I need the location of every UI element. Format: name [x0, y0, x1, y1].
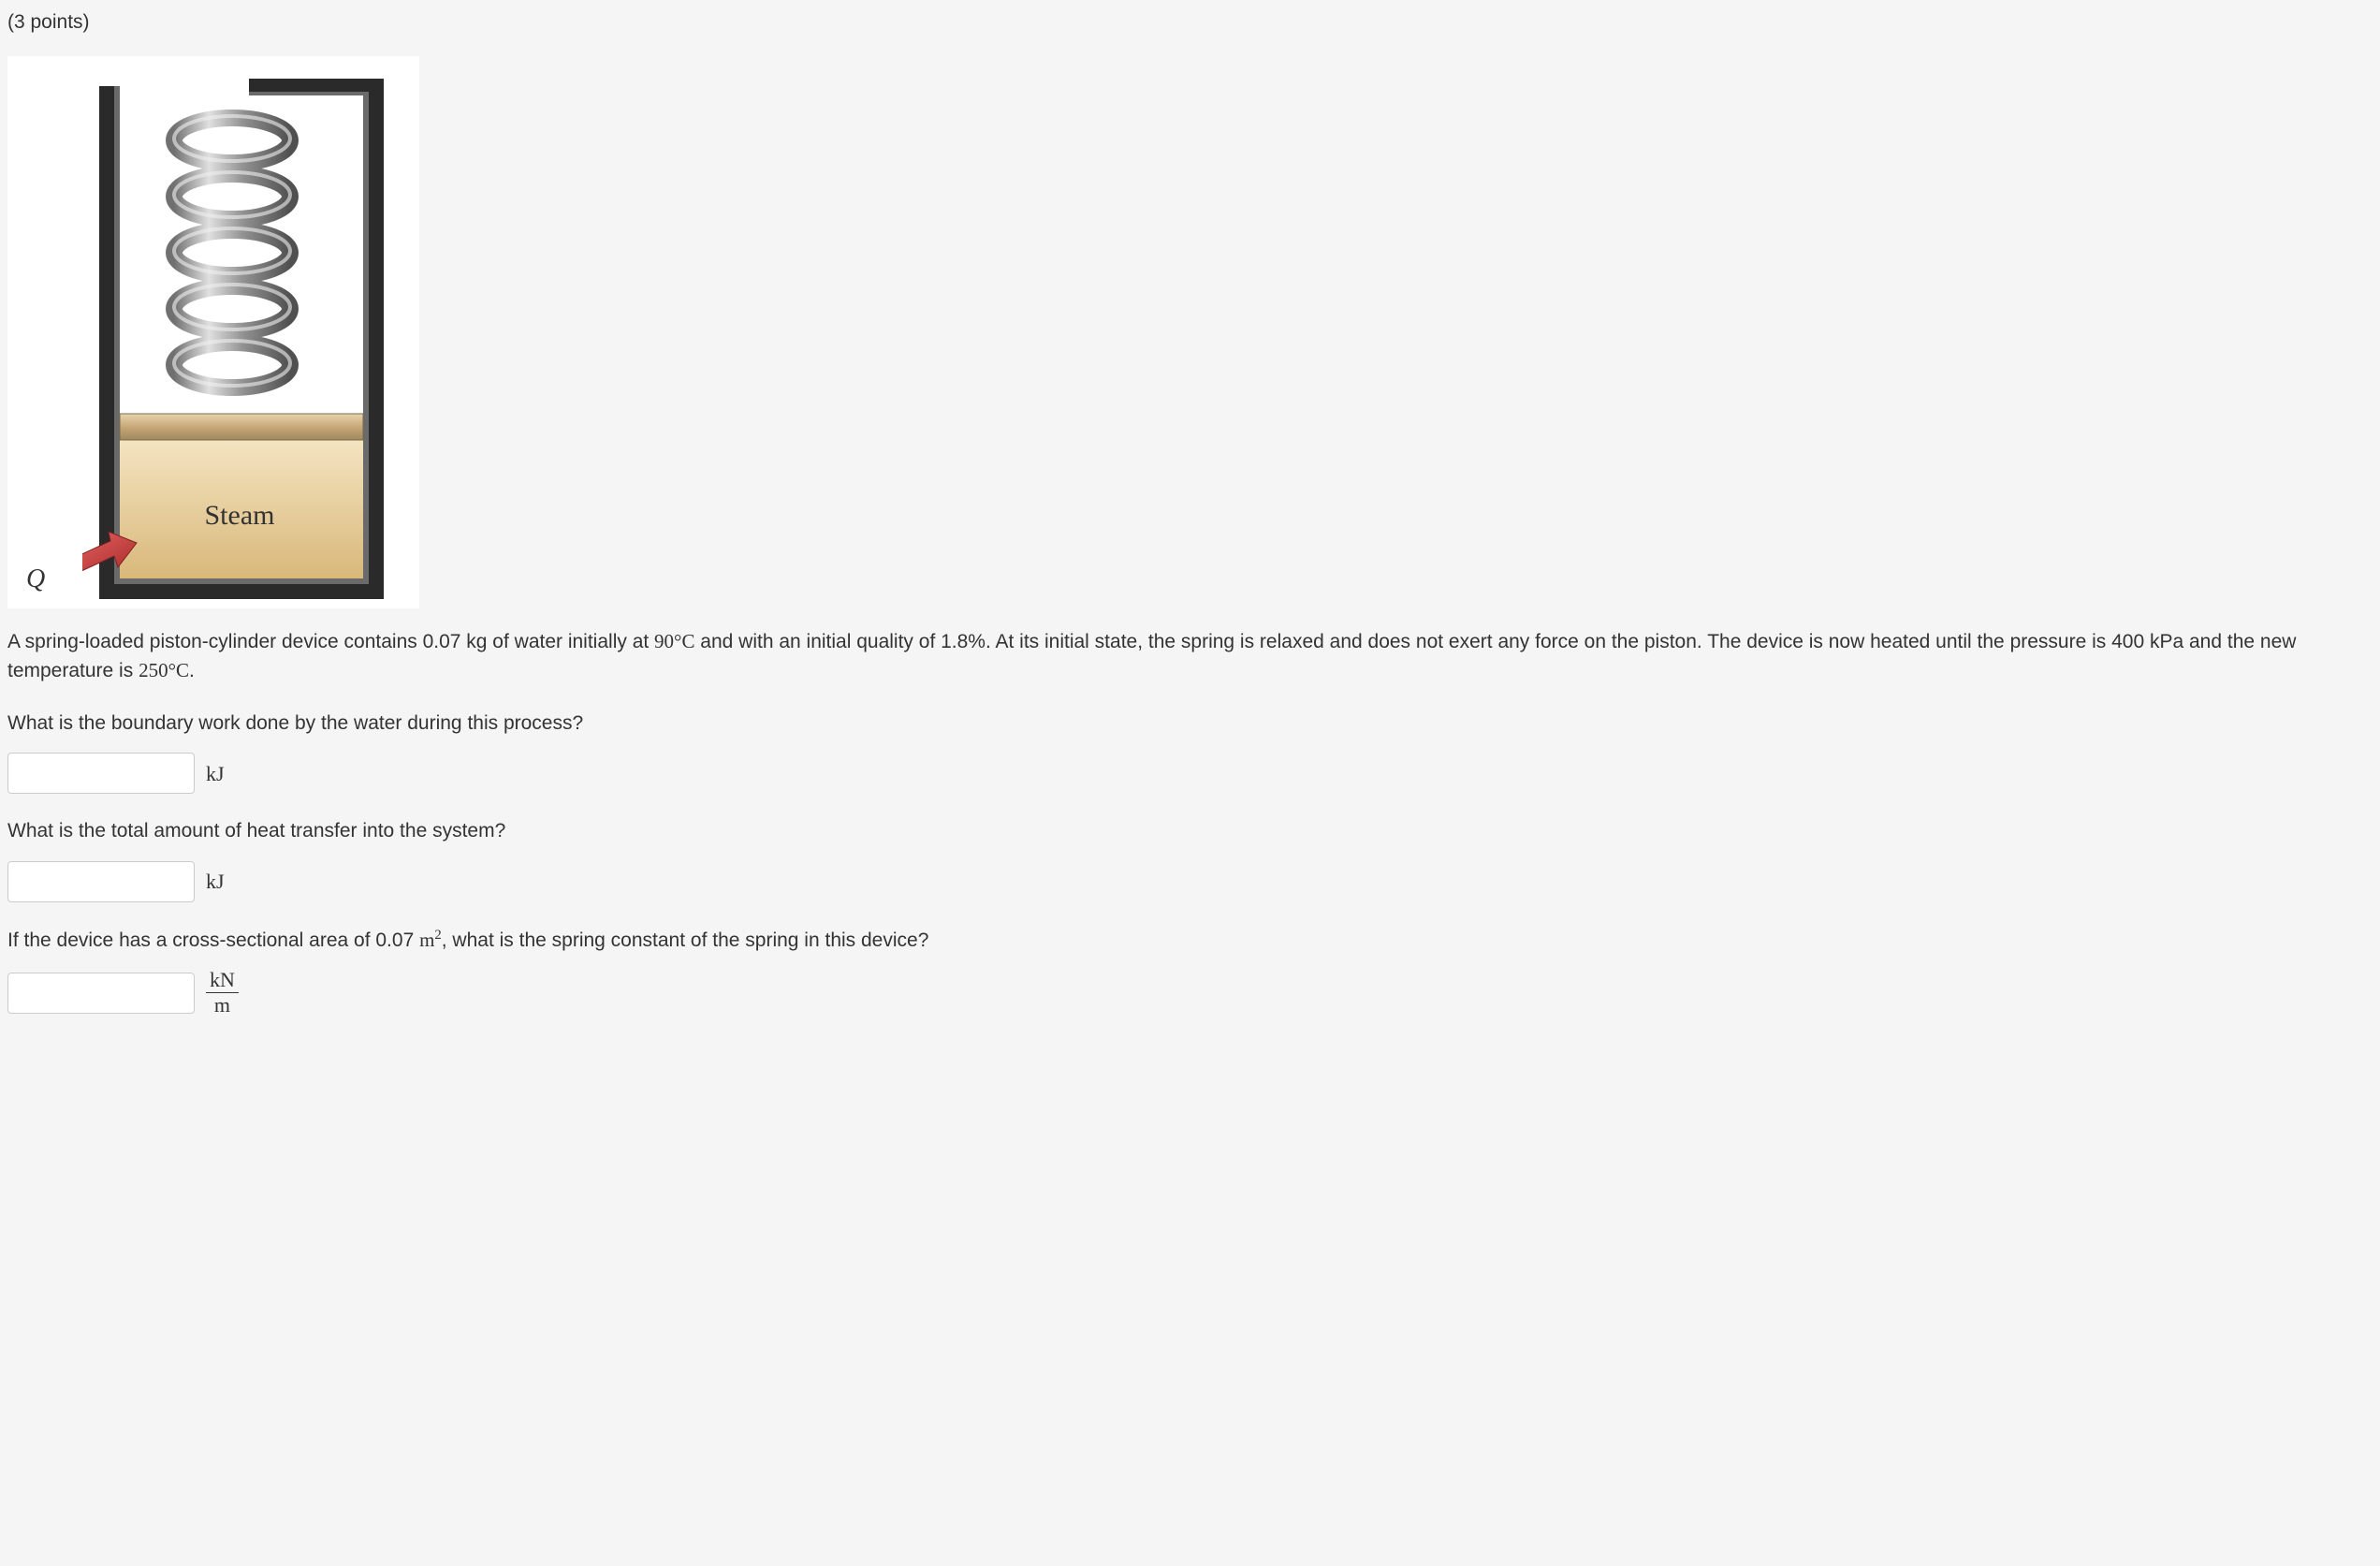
answer-input-heat[interactable]	[7, 861, 195, 902]
question-3: If the device has a cross-sectional area…	[7, 925, 2373, 1017]
steam-label: Steam	[205, 500, 275, 531]
piston-cylinder-diagram: Steam	[82, 66, 401, 608]
question-2: What is the total amount of heat transfe…	[7, 816, 2373, 902]
answer-input-spring-constant[interactable]	[7, 973, 195, 1014]
unit-label-kn-per-m: kN m	[206, 970, 239, 1016]
diagram-container: Steam Q	[7, 56, 419, 608]
q-label: Q	[26, 560, 45, 599]
answer-input-work[interactable]	[7, 753, 195, 794]
question-1: What is the boundary work done by the wa…	[7, 709, 2373, 795]
problem-statement: A spring-loaded piston-cylinder device c…	[7, 627, 2373, 686]
points-label: (3 points)	[7, 7, 2373, 37]
unit-label-kj-1: kJ	[206, 758, 225, 789]
question-3-prompt: If the device has a cross-sectional area…	[7, 925, 2373, 956]
question-2-prompt: What is the total amount of heat transfe…	[7, 816, 2373, 846]
question-1-prompt: What is the boundary work done by the wa…	[7, 709, 2373, 739]
unit-label-kj-2: kJ	[206, 866, 225, 897]
